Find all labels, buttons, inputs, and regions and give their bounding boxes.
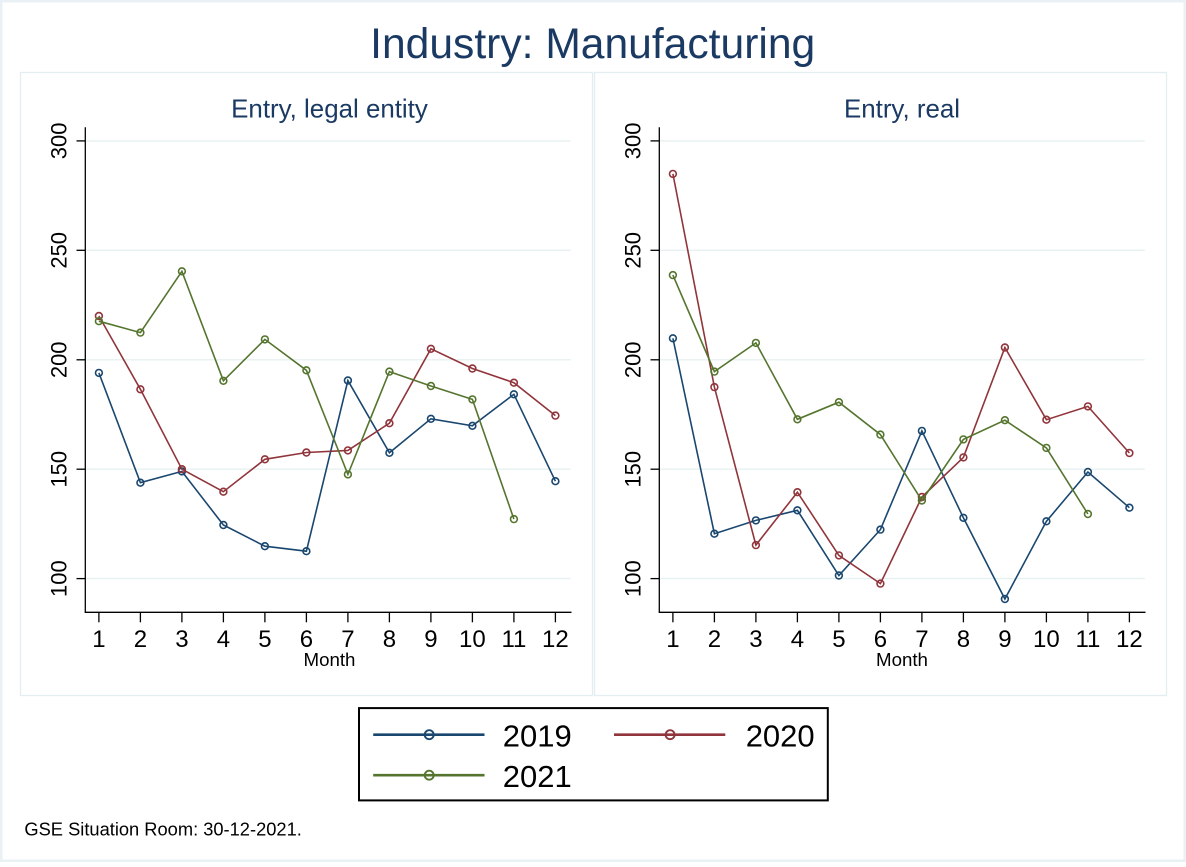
svg-text:300: 300 — [621, 123, 646, 160]
svg-text:4: 4 — [791, 626, 804, 653]
svg-text:3: 3 — [175, 626, 188, 653]
svg-text:2021: 2021 — [503, 759, 572, 794]
svg-text:150: 150 — [621, 451, 646, 488]
svg-text:2019: 2019 — [503, 719, 572, 754]
svg-text:11: 11 — [1075, 626, 1100, 653]
svg-text:7: 7 — [341, 626, 354, 653]
svg-text:8: 8 — [383, 626, 396, 653]
svg-text:12: 12 — [542, 626, 569, 653]
svg-text:2: 2 — [708, 626, 721, 653]
svg-text:Month: Month — [876, 649, 928, 670]
svg-text:2020: 2020 — [746, 719, 815, 754]
svg-text:250: 250 — [621, 232, 646, 269]
svg-text:250: 250 — [47, 232, 72, 269]
svg-text:150: 150 — [47, 451, 72, 488]
svg-text:10: 10 — [1033, 626, 1060, 653]
svg-text:12: 12 — [1116, 626, 1143, 653]
svg-text:9: 9 — [424, 626, 437, 653]
svg-text:11: 11 — [501, 626, 526, 653]
svg-text:4: 4 — [217, 626, 230, 653]
svg-text:Month: Month — [304, 649, 356, 670]
svg-text:9: 9 — [998, 626, 1011, 653]
svg-text:7: 7 — [915, 626, 928, 653]
svg-text:2: 2 — [134, 626, 147, 653]
svg-text:100: 100 — [47, 560, 72, 597]
svg-text:5: 5 — [832, 626, 845, 653]
svg-text:200: 200 — [47, 341, 72, 378]
svg-text:6: 6 — [874, 626, 887, 653]
svg-text:300: 300 — [47, 123, 72, 160]
svg-text:1: 1 — [666, 626, 679, 653]
svg-text:GSE Situation Room: 30-12-2021: GSE Situation Room: 30-12-2021. — [24, 818, 301, 839]
svg-text:6: 6 — [300, 626, 313, 653]
svg-text:100: 100 — [621, 560, 646, 597]
svg-text:Entry, legal entity: Entry, legal entity — [231, 96, 428, 124]
svg-text:1: 1 — [92, 626, 105, 653]
svg-text:Industry: Manufacturing: Industry: Manufacturing — [370, 20, 815, 68]
svg-text:10: 10 — [459, 626, 486, 653]
svg-text:3: 3 — [749, 626, 762, 653]
svg-text:5: 5 — [258, 626, 271, 653]
svg-text:200: 200 — [621, 341, 646, 378]
svg-text:Entry, real: Entry, real — [844, 96, 960, 124]
svg-text:8: 8 — [957, 626, 970, 653]
